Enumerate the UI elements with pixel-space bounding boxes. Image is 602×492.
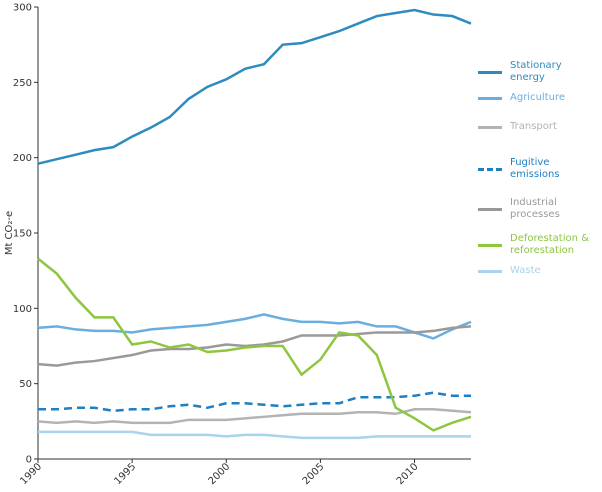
legend-item: Agriculture [478, 92, 593, 104]
y-tick-label: 0 [26, 455, 32, 466]
legend-item: Deforestation & reforestation [478, 233, 593, 257]
series-line [37, 325, 472, 367]
series-line [37, 8, 472, 165]
legend-swatch [478, 167, 502, 171]
legend-swatch [478, 70, 502, 74]
series-line [37, 257, 472, 432]
y-tick-label: 150 [13, 229, 32, 240]
series-line [38, 430, 471, 440]
y-tick-label: 300 [13, 3, 32, 14]
legend-item: Fugitive emissions [478, 157, 593, 181]
legend-swatch [478, 96, 502, 100]
y-axis-label: Mt CO₂-e [4, 211, 15, 255]
x-tick-label: 1990 [18, 461, 44, 487]
legend-label: Fugitive emissions [510, 157, 560, 180]
legend-label: Industrial processes [510, 197, 560, 220]
legend-swatch [478, 207, 502, 211]
y-tick-label: 50 [19, 379, 32, 390]
y-tick-label: 100 [13, 304, 32, 315]
legend-label: Deforestation & reforestation [510, 233, 589, 256]
x-tick-label: 2005 [301, 461, 327, 487]
series-line [37, 408, 472, 425]
series-line [38, 391, 471, 413]
legend-label: Transport [510, 121, 557, 132]
legend-item: Stationary energy [478, 60, 593, 84]
y-tick-label: 200 [13, 153, 32, 164]
legend-label: Waste [510, 265, 541, 276]
legend-item: Transport [478, 121, 593, 133]
x-tick-label: 1995 [112, 461, 138, 487]
x-tick-label: 2000 [207, 461, 233, 487]
legend-swatch [478, 125, 502, 129]
x-tick-label: 2010 [395, 461, 421, 487]
legend-label: Stationary energy [510, 60, 562, 83]
legend-label: Agriculture [510, 92, 565, 103]
legend-item: Waste [478, 265, 593, 277]
series-line [37, 313, 472, 340]
legend-item: Industrial processes [478, 197, 593, 221]
legend-swatch [478, 269, 502, 273]
y-tick-label: 250 [13, 78, 32, 89]
legend-swatch [478, 243, 502, 247]
